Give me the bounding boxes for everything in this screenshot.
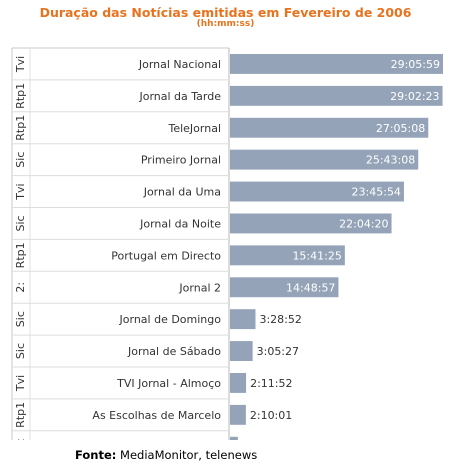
category-label: Jornal da Tarde [138,90,221,103]
value-label: 3:28:52 [259,313,301,326]
value-label: 2:10:01 [250,409,292,422]
bar [230,54,443,74]
value-label: 25:43:08 [366,154,415,167]
bar [230,373,247,393]
bar [230,404,246,425]
channel-label: Tvi [14,56,27,73]
value-label: 15:41:25 [292,249,341,262]
category-label: TeleJornal [167,122,221,135]
channel-label: Rtp1 [14,83,27,109]
value-label: 14:48:57 [286,281,335,294]
channel-label: Tvi [14,183,27,200]
channel-label: Rtp1 [14,402,27,428]
category-label: Jornal da Uma [143,186,221,199]
bar [230,309,256,330]
bar [230,117,429,138]
chart-title: Duração das Notícias emitidas em Feverei… [39,5,412,20]
category-label: Jornal da Noite [139,217,221,230]
source-label: Fonte: [75,448,117,462]
bar-chart: Tvi Jornal Nacional 29:05:59 Rtp1 Jornal da … [11,47,443,440]
category-label: Primeiro Jornal [141,154,221,167]
value-label: 22:04:20 [339,217,388,230]
bar [230,436,238,440]
category-label: As Escolhas de Marcelo [92,409,221,422]
channel-label: Sic [14,215,27,231]
channel-label: Rtp1 [14,242,27,268]
value-label: 27:05:08 [376,122,425,135]
category-label: Jornal de Sábado [127,345,221,358]
channel-label: Sic [14,311,27,327]
channel-label: Sic [14,343,27,359]
bar [230,277,339,298]
bar [230,149,419,170]
value-label: 23:45:54 [352,186,401,199]
source-note: Fonte: MediaMonitor, telenews [75,448,257,462]
value-label: 29:05:59 [391,58,440,71]
bar [230,181,404,202]
bar [230,341,253,361]
bar [230,85,443,106]
category-label: Jornal 2 [178,281,221,294]
bar [230,213,392,234]
category-label: TVI Jornal - Almoço [116,377,221,390]
channel-label: 2: [14,282,27,293]
value-label: 2:11:52 [250,377,292,390]
category-label: Jornal Nacional [138,58,221,71]
category-label: Portugal em Directo [111,249,221,262]
channel-label: Sic [14,439,27,440]
chart-subtitle: (hh:mm:ss) [196,19,255,29]
channel-label: Tvi [14,375,27,392]
channel-label: Sic [14,152,27,168]
bar [230,245,345,266]
source-text: MediaMonitor, telenews [120,448,258,462]
value-label: 29:02:23 [390,90,439,103]
value-label: 3:05:27 [257,345,299,358]
category-label: Jornal de Domingo [119,313,222,326]
channel-label: Rtp1 [14,115,27,141]
